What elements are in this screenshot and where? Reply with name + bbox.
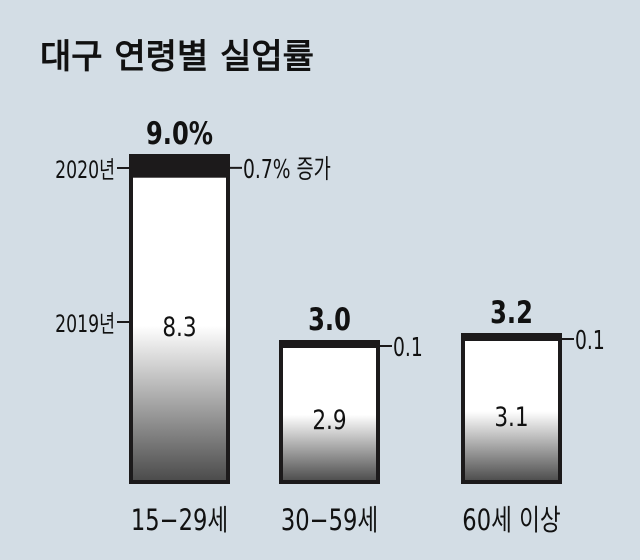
increase-label-1: 0.1 xyxy=(393,333,423,363)
bar-2019-2 xyxy=(461,333,562,484)
base-label-2: 3.1 xyxy=(494,401,528,433)
bar-increase-2 xyxy=(463,335,560,341)
increase-label-0: 0.7% 증가 xyxy=(243,155,331,185)
year-label-2020: 2020년 xyxy=(55,156,115,184)
category-label-1: 30−59세 xyxy=(281,504,378,537)
total-label-0: 9.0% xyxy=(146,115,213,152)
base-label-1: 2.9 xyxy=(312,403,346,435)
total-label-2: 3.2 xyxy=(490,294,533,331)
bar-2019-1 xyxy=(279,340,380,484)
bar-2019-0 xyxy=(129,154,230,484)
year-label-2019: 2019년 xyxy=(55,310,115,338)
category-label-2: 60세 이상 xyxy=(462,504,560,537)
bar-increase-1 xyxy=(281,342,378,348)
bar-increase-0 xyxy=(131,156,228,178)
base-label-0: 8.3 xyxy=(162,311,196,343)
chart-title: 대구 연령별 실업률 xyxy=(40,37,314,77)
increase-label-2: 0.1 xyxy=(575,326,605,356)
category-label-0: 15−29세 xyxy=(131,504,228,537)
total-label-1: 3.0 xyxy=(308,301,351,338)
